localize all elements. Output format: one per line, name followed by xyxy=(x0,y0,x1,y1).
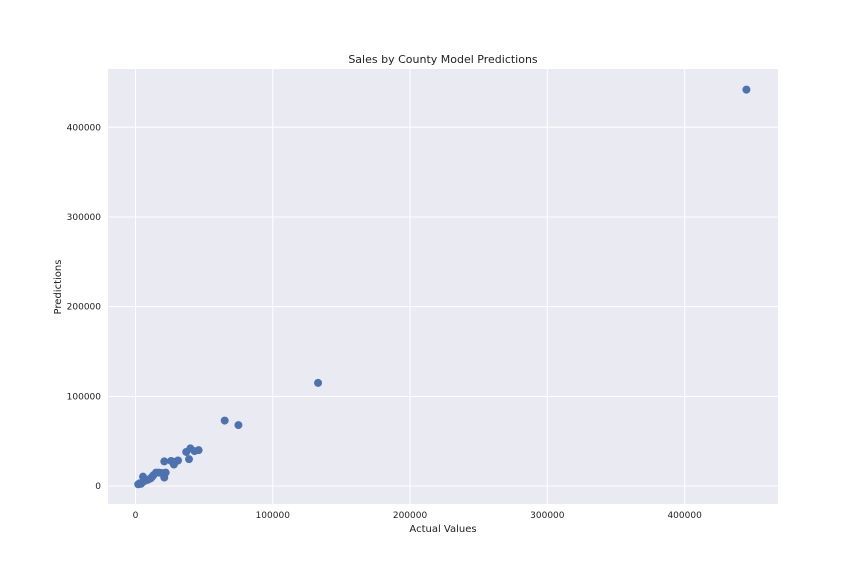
grid-lines xyxy=(108,69,778,504)
x-tick-label: 0 xyxy=(133,511,139,521)
data-point xyxy=(220,416,229,425)
y-tick-labels: 0 100000 200000 300000 400000 xyxy=(67,123,102,492)
data-point xyxy=(742,85,751,94)
data-point xyxy=(174,456,183,465)
x-tick-label: 400000 xyxy=(667,511,702,521)
x-tick-label: 300000 xyxy=(530,511,565,521)
x-tick-labels: 0 100000 200000 300000 400000 xyxy=(133,511,702,521)
data-point xyxy=(160,457,169,466)
y-tick-label: 200000 xyxy=(67,303,102,313)
plot-background xyxy=(108,69,778,504)
data-points xyxy=(134,85,751,489)
data-point xyxy=(314,378,323,387)
x-tick-label: 200000 xyxy=(393,511,428,521)
data-point xyxy=(194,446,203,455)
y-tick-label: 300000 xyxy=(67,213,102,223)
data-point xyxy=(161,468,170,477)
x-axis-label: Actual Values xyxy=(409,524,476,535)
y-tick-label: 100000 xyxy=(67,392,102,402)
data-point xyxy=(185,455,194,464)
data-point xyxy=(234,421,243,430)
y-tick-label: 400000 xyxy=(67,123,102,133)
y-tick-label: 0 xyxy=(95,482,101,492)
chart-title: Sales by County Model Predictions xyxy=(348,53,538,66)
y-axis-label: Predictions xyxy=(53,260,64,315)
x-tick-label: 100000 xyxy=(256,511,291,521)
